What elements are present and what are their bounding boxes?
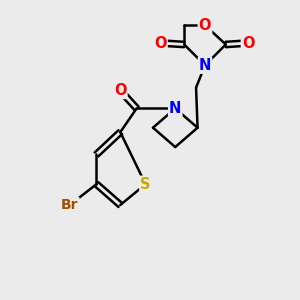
Text: N: N [169,101,182,116]
Text: N: N [199,58,211,73]
Text: O: O [242,35,254,50]
Text: S: S [140,177,151,192]
Text: O: O [154,35,167,50]
Text: Br: Br [61,198,79,212]
Text: O: O [199,18,211,33]
Text: O: O [114,83,127,98]
